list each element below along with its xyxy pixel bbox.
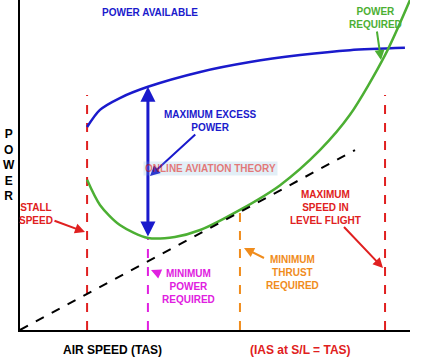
svg-text:AIR SPEED (TAS): AIR SPEED (TAS) — [63, 343, 162, 357]
svg-text:ONLINE AVIATION THEORY: ONLINE AVIATION THEORY — [145, 163, 276, 174]
svg-text:MAXIMUM EXCESSPOWER: MAXIMUM EXCESSPOWER — [164, 109, 257, 133]
svg-text:(IAS at S/L = TAS): (IAS at S/L = TAS) — [250, 343, 351, 357]
svg-text:MINIMUMTHRUSTREQUIRED: MINIMUMTHRUSTREQUIRED — [266, 254, 319, 291]
svg-text:POWER: POWER — [3, 127, 15, 203]
svg-text:STALLSPEED: STALLSPEED — [19, 202, 53, 226]
svg-text:MAXIMUMSPEED INLEVEL FLIGHT: MAXIMUMSPEED INLEVEL FLIGHT — [290, 189, 361, 226]
svg-text:MINIMUMPOWERREQUIRED: MINIMUMPOWERREQUIRED — [162, 268, 215, 305]
svg-text:POWERREQUIRED: POWERREQUIRED — [349, 6, 402, 30]
svg-text:POWER AVAILABLE: POWER AVAILABLE — [102, 7, 198, 18]
